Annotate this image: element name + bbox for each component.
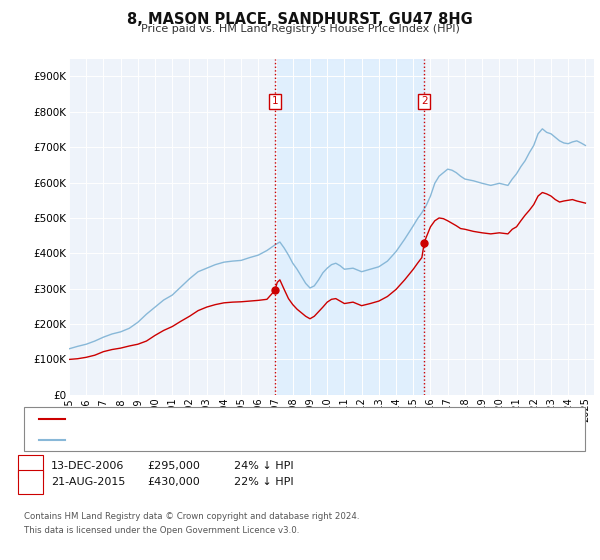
Text: 22% ↓ HPI: 22% ↓ HPI — [234, 477, 293, 487]
Text: 13-DEC-2006: 13-DEC-2006 — [51, 461, 124, 471]
Text: 2: 2 — [27, 477, 34, 487]
Text: £430,000: £430,000 — [147, 477, 200, 487]
Text: HPI: Average price, detached house, Bracknell Forest: HPI: Average price, detached house, Brac… — [69, 435, 328, 445]
Text: 1: 1 — [27, 461, 34, 471]
Text: 2: 2 — [421, 96, 428, 106]
Text: Price paid vs. HM Land Registry's House Price Index (HPI): Price paid vs. HM Land Registry's House … — [140, 24, 460, 34]
Text: 21-AUG-2015: 21-AUG-2015 — [51, 477, 125, 487]
Text: £295,000: £295,000 — [147, 461, 200, 471]
Text: 8, MASON PLACE, SANDHURST, GU47 8HG (detached house): 8, MASON PLACE, SANDHURST, GU47 8HG (det… — [69, 414, 366, 424]
Bar — [275, 59, 424, 395]
Text: Contains HM Land Registry data © Crown copyright and database right 2024.
This d: Contains HM Land Registry data © Crown c… — [24, 512, 359, 535]
Text: 1: 1 — [272, 96, 278, 106]
Text: 24% ↓ HPI: 24% ↓ HPI — [234, 461, 293, 471]
Text: 8, MASON PLACE, SANDHURST, GU47 8HG: 8, MASON PLACE, SANDHURST, GU47 8HG — [127, 12, 473, 27]
